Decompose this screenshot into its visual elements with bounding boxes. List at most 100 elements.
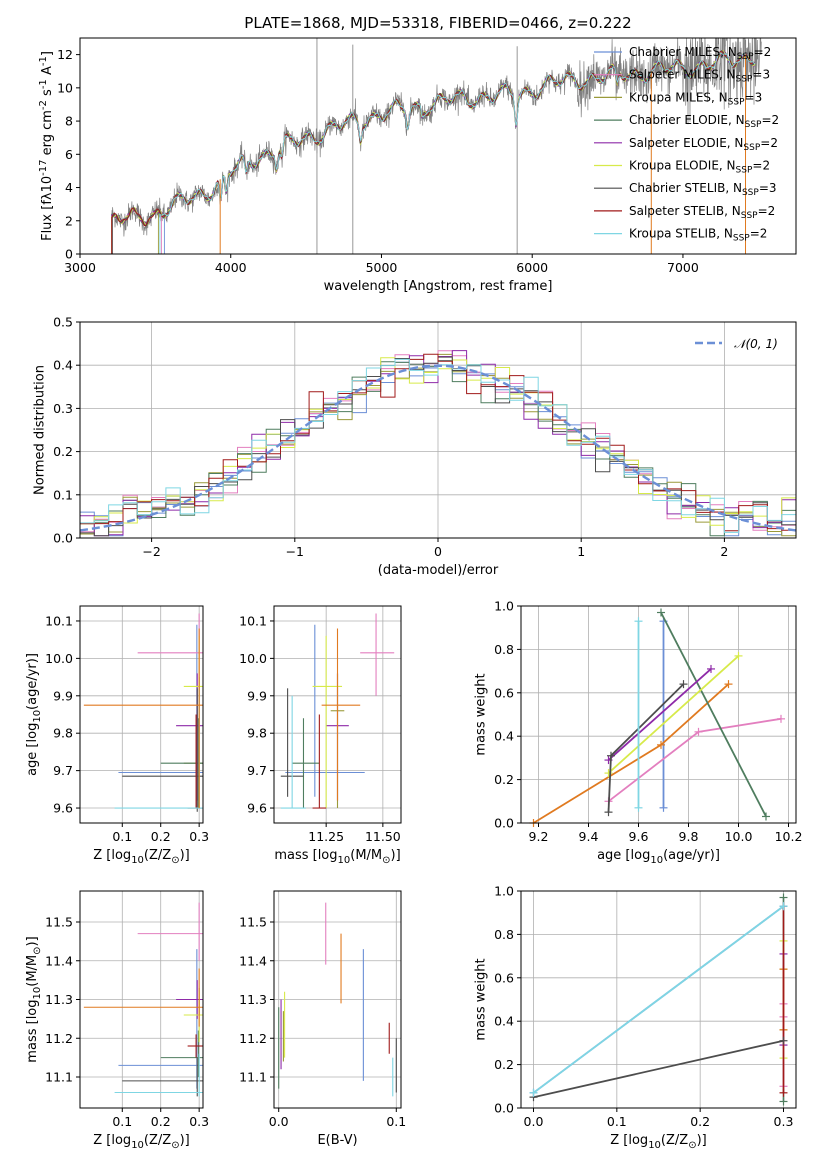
weight_vs_age-axes: 9.2 9.4 9.6 9.8 10.0 10.2 0.0 0.2 0.4 0.6 0.8 1.0 ag… [474, 599, 803, 867]
y-axis-label: mass weight [474, 958, 489, 1040]
y-tick-label: 10 [57, 80, 73, 95]
hist-step-darkgray [80, 356, 796, 538]
age_vs_Z-axes: 0.1 0.2 0.3 9.6 9.7 9.8 9.9 10.0 10.1 Z [log10​(Z… [25, 606, 209, 866]
errorbar-point [280, 695, 306, 809]
spectrum-legend: Chabrier MILES, NSSP=2 Salpeter MILES, NS… [594, 45, 779, 244]
x-tick-label: 11.50 [365, 829, 401, 844]
errorbar-point [114, 688, 203, 809]
weight-line-pink [607, 717, 782, 803]
x-axis-label: age [log10​(age/yr)] [597, 848, 720, 866]
model-line-pink [160, 51, 755, 254]
errorbar-point [137, 613, 203, 809]
errorbar-point [187, 1034, 203, 1058]
figure-title: PLATE=1868, MJD=53318, FIBERID=0466, z=0… [244, 14, 631, 32]
x-tick-label: 9.8 [679, 829, 699, 844]
y-tick-label: 1.0 [494, 884, 514, 899]
x-tick-label: 0.1 [386, 1114, 406, 1129]
x-tick-label: 0.2 [690, 1114, 710, 1129]
y-tick-label: 10.0 [239, 651, 267, 666]
spectrum-plot [111, 38, 762, 254]
y-tick-label: 0.3 [53, 401, 73, 416]
x-axis-label: Z [log10​(Z/Z⊙​)] [610, 1133, 706, 1151]
y-tick-label: 0.4 [494, 1014, 514, 1029]
errorbar-point [292, 718, 320, 809]
errorbar-point [83, 628, 203, 809]
y-tick-label: 10.0 [45, 651, 73, 666]
errorbar-point [183, 635, 203, 809]
age_vs_Z-plot [83, 613, 203, 812]
y-tick-label: 9.6 [53, 801, 73, 816]
y-axis-label: Flux [fλ10-17​ erg cm-2​ s-1​ A-1​] [38, 51, 55, 241]
y-tick-label: 0.1 [53, 487, 73, 502]
y-tick-label: 0.2 [53, 444, 73, 459]
weight_vs_Z-plot [529, 893, 788, 1106]
errorbar-point [114, 1053, 203, 1097]
y-tick-label: 9.8 [53, 726, 73, 741]
x-tick-label: 11.25 [308, 829, 344, 844]
y-axis-label: Normed distribution [33, 365, 48, 495]
age_vs_Z-frame [79, 605, 204, 824]
errorbar-point [176, 980, 203, 1019]
y-tick-label: 11.4 [239, 953, 267, 968]
x-tick-label: 9.4 [579, 829, 599, 844]
x-tick-label: 0 [434, 544, 442, 559]
x-tick-label: 0.0 [269, 1114, 289, 1129]
x-tick-label: −2 [142, 544, 160, 559]
age_vs_mass-frame [273, 605, 402, 824]
x-axis-label: wavelength [Angstrom, rest frame] [324, 279, 553, 294]
mass_vs_Z-frame [79, 890, 204, 1109]
errorbar-point [137, 902, 203, 961]
y-tick-label: 0.0 [53, 531, 73, 546]
x-tick-label: −1 [286, 544, 304, 559]
legend-label: Kroupa ELODIE, NSSP=2 [629, 159, 770, 176]
age_vs_mass-axes: 11.25 11.50 9.6 9.7 9.8 9.9 10.0 10.1 mass [log1… [239, 606, 401, 866]
legend-label: Kroupa STELIB, NSSP=2 [629, 227, 767, 244]
y-tick-label: 8 [65, 114, 73, 129]
spectrum-axes: 3000 4000 5000 6000 7000 0 2 4 6 8 10 12 wavelength … [38, 47, 699, 294]
y-tick-label: 9.7 [247, 763, 267, 778]
x-tick-label: 0.1 [112, 829, 132, 844]
residuals-legend: 𝒩(0, 1) [695, 337, 778, 351]
x-tick-label: 0.1 [112, 1114, 132, 1129]
x-axis-label: (data-model)/error [378, 563, 499, 578]
y-tick-label: 0.4 [53, 358, 73, 373]
errorbar-point [285, 624, 365, 797]
x-tick-label: 1 [577, 544, 585, 559]
y-tick-label: 9.6 [247, 801, 267, 816]
x-tick-label: 0.2 [151, 1114, 171, 1129]
y-tick-label: 0.8 [494, 642, 514, 657]
x-tick-label: 0.3 [189, 829, 209, 844]
y-tick-label: 11.3 [45, 992, 73, 1007]
x-tick-label: 0.1 [607, 1114, 627, 1129]
model-line-olive [157, 52, 756, 254]
y-tick-label: 9.7 [53, 763, 73, 778]
y-tick-label: 11.1 [45, 1070, 73, 1085]
x-axis-label: mass [log10​(M/M⊙​)] [274, 848, 400, 866]
errorbar-point [183, 677, 203, 809]
x-tick-label: 3000 [64, 260, 96, 275]
y-tick-label: 10.1 [45, 613, 73, 628]
weight_vs_Z-frame [520, 890, 797, 1109]
weight-line-purple [607, 668, 712, 761]
model-line-cyan [159, 52, 756, 254]
y-tick-label: 11.5 [239, 915, 267, 930]
y-axis-label: mass weight [474, 673, 489, 755]
y-tick-label: 9.8 [247, 726, 267, 741]
y-tick-label: 0.8 [494, 927, 514, 942]
weight-line-cyan [532, 905, 785, 1094]
x-axis-label: Z [log10​(Z/Z⊙​)] [93, 1133, 189, 1151]
weight_vs_age-frame [520, 605, 797, 824]
x-tick-label: 0.3 [774, 1114, 794, 1129]
y-tick-label: 11.3 [239, 992, 267, 1007]
y-tick-label: 1.0 [494, 599, 514, 614]
mass_vs_Z-plot [83, 902, 203, 1097]
legend-label: 𝒩(0, 1) [734, 337, 778, 351]
mass_vs_EBV-axes: 0.0 0.1 11.1 11.2 11.3 11.4 11.5 E(B-V) [239, 891, 406, 1148]
errorbar-point [122, 1057, 203, 1097]
errorbar-point [321, 628, 361, 801]
y-tick-label: 0.0 [494, 816, 514, 831]
residuals-plot [80, 350, 796, 538]
x-tick-label: 6000 [516, 260, 548, 275]
hist-step-darkred [80, 353, 796, 538]
